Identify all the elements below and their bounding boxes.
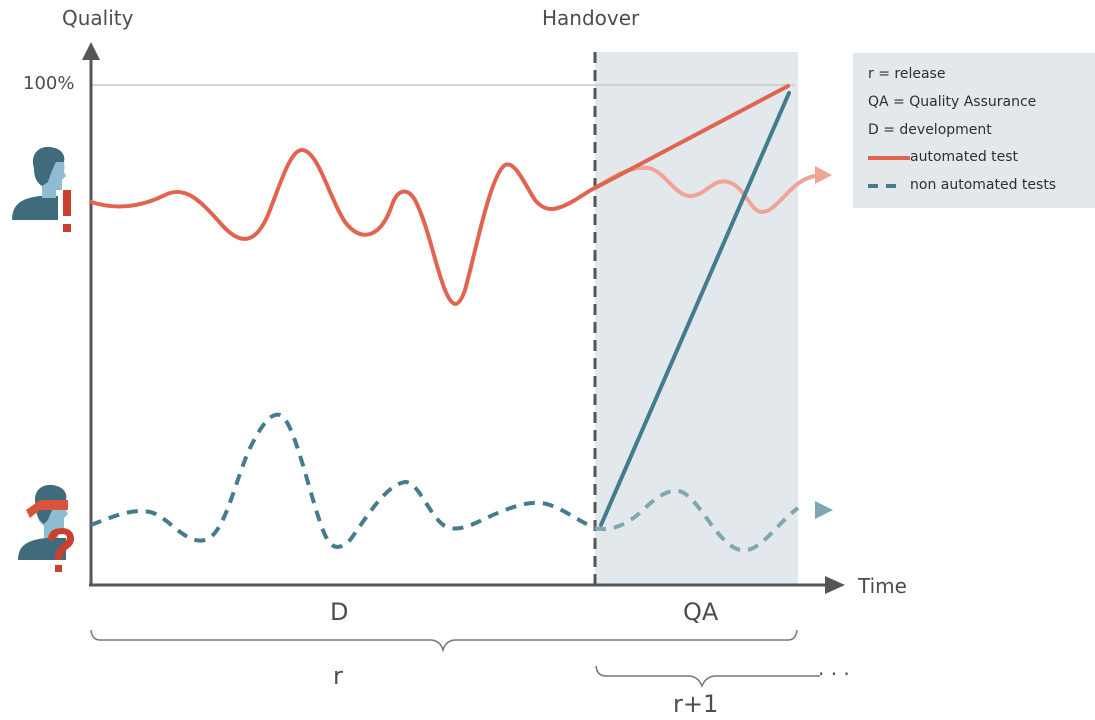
non-automated-test-curve <box>90 412 596 549</box>
legend-non-automated-tests: non automated tests <box>910 177 1057 193</box>
legend-non-automated-swatch-1 <box>868 184 878 188</box>
y-tick-100: 100% <box>23 73 75 94</box>
person-informed-icon <box>12 146 71 232</box>
non-automated-test-line <box>599 91 791 527</box>
non-automated-test-faded-curve <box>594 488 800 553</box>
automated-test-faded-curve <box>593 165 817 215</box>
handover-label: Handover <box>542 6 640 30</box>
y-axis-arrow-icon <box>82 42 100 60</box>
legend-automated-test: automated test <box>910 149 1019 165</box>
legend-development: D = development <box>868 122 992 138</box>
automated-test-curve <box>89 147 597 306</box>
release-r-brace <box>90 629 798 653</box>
automated-test-arrow-icon <box>815 166 832 184</box>
development-phase-label: D <box>330 598 349 626</box>
x-axis-title: Time <box>858 574 907 598</box>
legend-automated-swatch <box>868 156 910 160</box>
release-r-label: r <box>333 662 343 690</box>
release-r1-brace <box>595 665 820 689</box>
person-blindfolded-icon <box>18 484 74 572</box>
x-axis-arrow-icon <box>825 576 845 594</box>
qa-phase-label: QA <box>683 598 719 626</box>
legend-release: r = release <box>868 66 946 82</box>
legend <box>853 53 1095 208</box>
legend-non-automated-swatch-2 <box>886 184 896 188</box>
automated-test-line <box>593 84 790 190</box>
legend-quality-assurance: QA = Quality Assurance <box>868 94 1037 110</box>
non-automated-test-arrow-icon <box>815 501 833 519</box>
qa-region <box>595 52 798 585</box>
release-r1-label: r+1 <box>673 690 719 718</box>
y-axis-title: Quality <box>62 6 134 30</box>
ellipsis-label: · · · <box>818 662 850 686</box>
